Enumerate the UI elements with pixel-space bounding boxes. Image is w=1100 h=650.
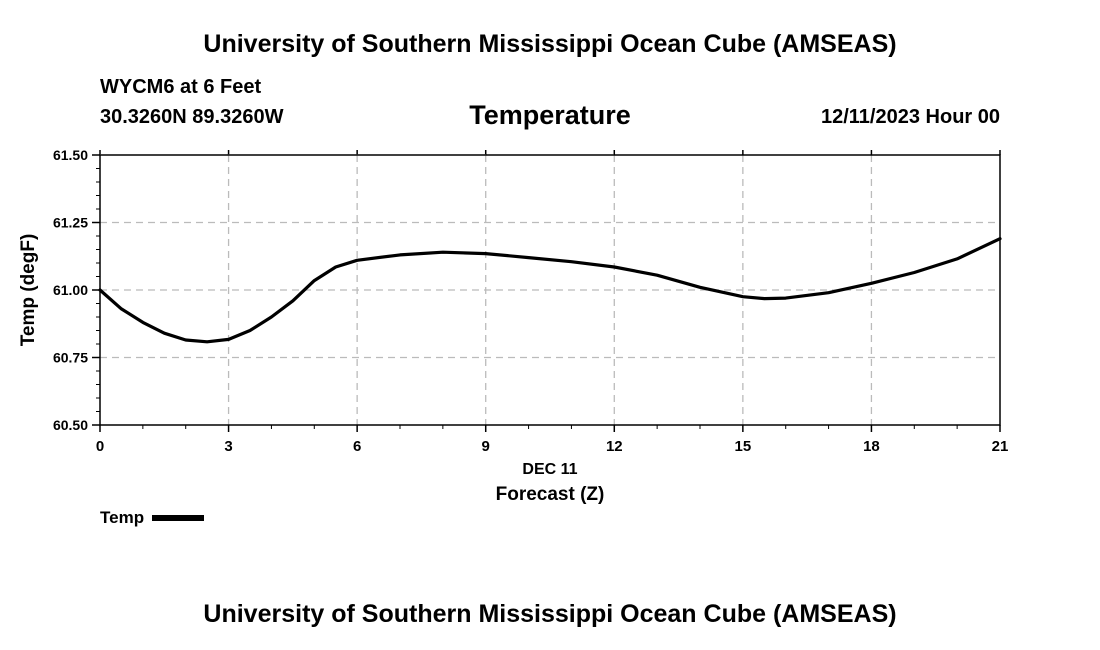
y-tick-label: 61.00 <box>53 282 88 298</box>
x-axis-sublabel: DEC 11 <box>522 461 577 478</box>
y-axis-label: Temp (degF) <box>18 234 39 347</box>
footer-title: University of Southern Mississippi Ocean… <box>203 600 897 628</box>
header-title: University of Southern Mississippi Ocean… <box>203 30 897 58</box>
legend-label: Temp <box>100 508 145 527</box>
x-tick-label: 21 <box>992 438 1009 455</box>
x-tick-label: 6 <box>353 438 361 455</box>
station-coords: 30.3260N 89.3260W <box>100 106 284 128</box>
grid-layer <box>100 155 1000 425</box>
y-tick-label: 60.50 <box>53 417 88 433</box>
tick-label-layer: 0 3 6 9 12 15 18 21 60.50 60.75 61.00 61.25 61.50 <box>53 147 1008 455</box>
x-tick-label: 18 <box>863 438 880 455</box>
y-tick-label: 61.25 <box>53 215 88 231</box>
temp-series-line <box>98 237 1002 344</box>
x-tick-label: 15 <box>735 438 752 455</box>
chart-title: Temperature <box>469 100 631 130</box>
station-label: WYCM6 at 6 Feet <box>100 76 262 98</box>
y-tick-label: 61.50 <box>53 147 88 163</box>
legend: Temp <box>100 508 205 528</box>
x-tick-label: 0 <box>96 438 104 455</box>
series-layer <box>98 237 1002 344</box>
x-tick-label: 12 <box>606 438 623 455</box>
x-axis-label: Forecast (Z) <box>496 484 605 505</box>
forecast-datetime: 12/11/2023 Hour 00 <box>820 106 1000 128</box>
y-tick-label: 60.75 <box>53 350 88 366</box>
plot-frame <box>99 154 1001 426</box>
x-tick-label: 9 <box>482 438 490 455</box>
legend-swatch <box>152 515 205 521</box>
x-tick-label: 3 <box>224 438 232 455</box>
